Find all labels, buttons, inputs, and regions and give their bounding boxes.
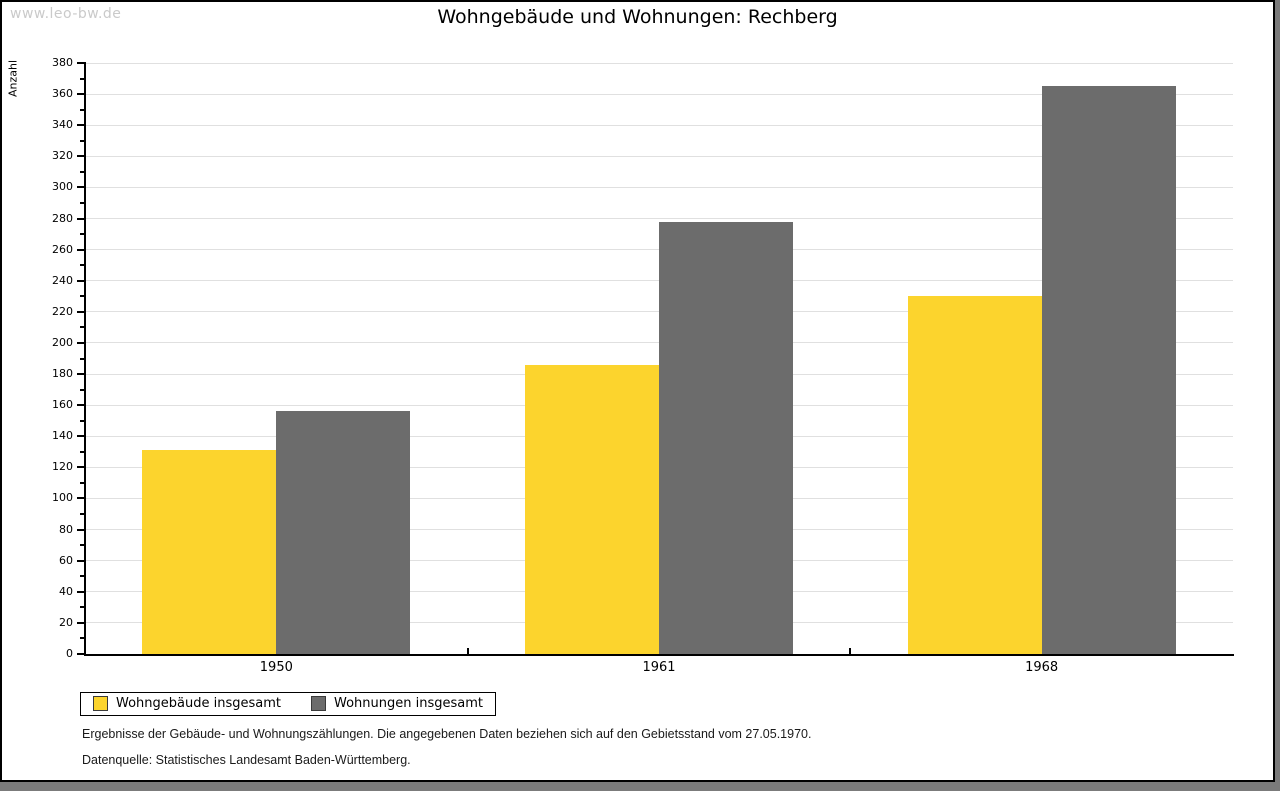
y-axis-tick — [77, 124, 85, 127]
y-axis-minor-tick — [80, 295, 85, 298]
x-axis-tick — [466, 648, 469, 654]
datasource-text: Datenquelle: Statistisches Landesamt Bad… — [82, 753, 411, 767]
y-tick-label: 0 — [66, 647, 73, 660]
y-gridline — [85, 218, 1233, 220]
x-tick-label: 1950 — [259, 660, 293, 675]
y-axis-minor-tick — [80, 233, 85, 236]
y-axis-minor-tick — [80, 357, 85, 360]
y-axis-minor-tick — [80, 637, 85, 640]
y-axis-line — [84, 62, 86, 656]
y-axis-tick — [77, 310, 85, 313]
y-tick-label: 260 — [52, 242, 73, 256]
y-tick-label: 60 — [59, 553, 73, 567]
legend-item-wohnungen: Wohnungen insgesamt — [311, 696, 483, 711]
y-tick-label: 340 — [52, 118, 73, 132]
y-axis-minor-tick — [80, 575, 85, 578]
y-axis-tick — [77, 621, 85, 624]
y-axis-tick — [77, 93, 85, 96]
y-gridline — [85, 93, 1233, 95]
footnote-text: Ergebnisse der Gebäude- und Wohnungszähl… — [82, 727, 812, 741]
y-axis-minor-tick — [80, 450, 85, 453]
y-tick-label: 240 — [52, 273, 73, 287]
y-tick-label: 320 — [52, 149, 73, 163]
bar-1968-wohnungen — [1041, 86, 1176, 654]
legend-swatch-icon — [311, 696, 326, 711]
y-tick-label: 200 — [52, 335, 73, 349]
y-axis-tick — [77, 435, 85, 438]
y-tick-label: 40 — [59, 584, 73, 598]
y-axis-tick — [77, 497, 85, 500]
y-tick-label: 20 — [59, 615, 73, 629]
watermark: www.leo-bw.de — [10, 6, 122, 22]
bar-1961-wohngebaeude — [525, 364, 659, 654]
bar-1950-wohnungen — [276, 411, 411, 654]
y-tick-label: 360 — [52, 87, 73, 101]
y-axis-tick — [77, 186, 85, 189]
y-axis-minor-tick — [80, 513, 85, 516]
y-axis-tick — [77, 217, 85, 220]
y-axis-minor-tick — [80, 170, 85, 173]
y-axis-tick — [77, 653, 85, 655]
y-axis-tick — [77, 279, 85, 282]
y-tick-label: 80 — [59, 522, 73, 536]
bar-1961-wohnungen — [659, 221, 793, 654]
plot-area: 1950 1961 1968 0 20 40 60 80 100 120 140 160 180 200 2… — [2, 2, 1273, 780]
y-tick-label: 300 — [52, 180, 73, 194]
y-axis-tick — [77, 373, 85, 376]
chart-title: Wohngebäude und Wohnungen: Rechberg — [437, 6, 838, 28]
legend: Wohngebäude insgesamt Wohnungen insgesamt — [80, 692, 496, 716]
x-tick-label: 1961 — [642, 660, 676, 675]
x-axis-line — [84, 654, 1234, 656]
y-axis-tick — [77, 590, 85, 593]
y-gridline — [85, 186, 1233, 188]
y-axis-tick — [77, 248, 85, 251]
y-tick-label: 140 — [52, 429, 73, 443]
y-axis-tick — [77, 466, 85, 469]
y-axis-tick — [77, 528, 85, 531]
legend-label: Wohngebäude insgesamt — [116, 696, 281, 711]
legend-swatch-icon — [93, 696, 108, 711]
footer: Ergebnisse der Gebäude- und Wohnungszähl… — [82, 726, 811, 768]
y-axis-tick — [77, 404, 85, 407]
y-axis-minor-tick — [80, 108, 85, 111]
bar-1968-wohngebaeude — [907, 296, 1042, 654]
y-tick-label: 180 — [52, 367, 73, 381]
y-tick-label: 220 — [52, 304, 73, 318]
y-axis-minor-tick — [80, 419, 85, 422]
y-axis-tick — [77, 62, 85, 64]
y-tick-label: 280 — [52, 211, 73, 225]
y-tick-label: 120 — [52, 460, 73, 474]
x-axis-tick — [849, 648, 852, 654]
y-tick-label: 160 — [52, 398, 73, 412]
y-gridline — [85, 155, 1233, 157]
y-axis-minor-tick — [80, 326, 85, 329]
y-axis-minor-tick — [80, 139, 85, 142]
y-axis-tick — [77, 341, 85, 344]
y-axis-minor-tick — [80, 77, 85, 80]
y-axis-minor-tick — [80, 544, 85, 547]
legend-label: Wohnungen insgesamt — [334, 696, 483, 711]
y-tick-label: 380 — [52, 56, 73, 69]
y-gridline — [85, 62, 1233, 64]
y-axis-tick — [77, 559, 85, 562]
y-axis-minor-tick — [80, 201, 85, 204]
y-tick-label: 100 — [52, 491, 73, 505]
y-axis-minor-tick — [80, 264, 85, 267]
x-tick-label: 1968 — [1025, 660, 1059, 675]
y-axis-tick — [77, 155, 85, 158]
y-axis-minor-tick — [80, 388, 85, 391]
y-axis-minor-tick — [80, 606, 85, 609]
legend-item-wohngebaeude: Wohngebäude insgesamt — [93, 696, 281, 711]
y-axis-minor-tick — [80, 481, 85, 484]
y-gridline — [85, 124, 1233, 126]
bar-1950-wohngebaeude — [142, 450, 277, 654]
